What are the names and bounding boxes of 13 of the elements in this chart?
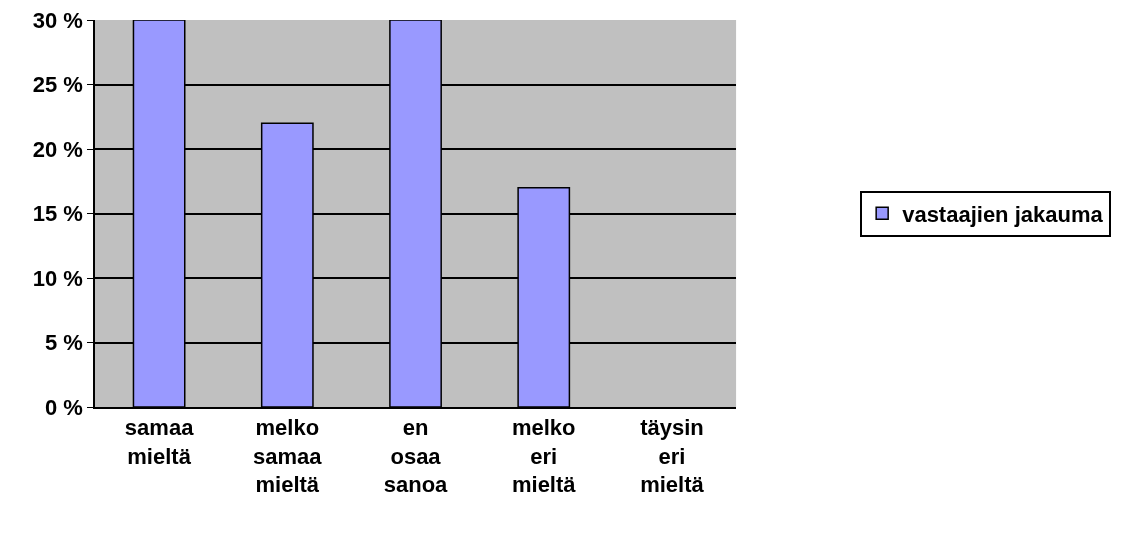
y-tick-label: 5 % — [44, 330, 83, 356]
y-tick-label: 25 % — [32, 72, 83, 98]
x-tick-label: melko eri mieltä — [511, 415, 577, 498]
y-tick-label: 15 % — [32, 201, 83, 227]
legend-label: vastaajien jakauma — [902, 201, 1104, 227]
x-tick-label: täysin eri mieltä — [640, 415, 705, 498]
x-tick-label: samaa mieltä — [124, 415, 195, 469]
x-tick-label: en osaa sanoa — [383, 415, 449, 498]
x-tick-label: melko samaa mieltä — [253, 415, 323, 498]
y-tick-label: 0 % — [44, 394, 83, 420]
y-tick-label: 10 % — [32, 265, 83, 291]
y-tick-label: 20 % — [32, 136, 83, 162]
y-tick-label: 30 % — [32, 7, 83, 33]
